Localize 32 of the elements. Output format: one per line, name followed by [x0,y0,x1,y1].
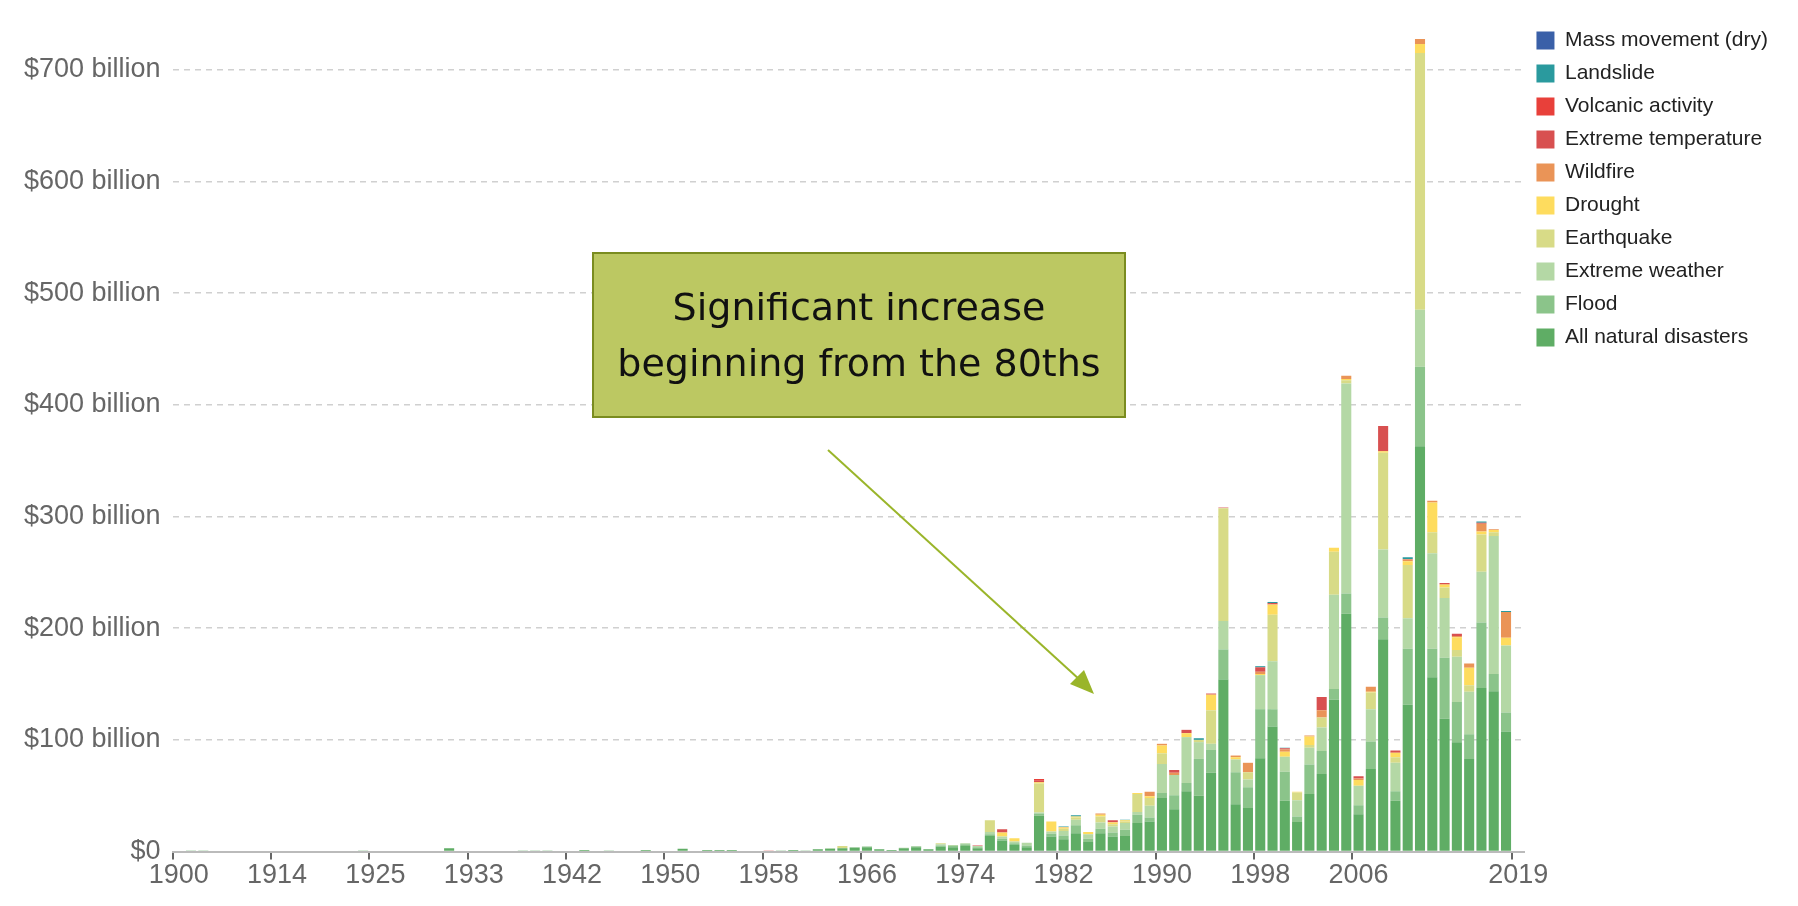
x-tick-label: 1990 [1131,859,1192,890]
x-tick-label: 1998 [1230,859,1291,890]
legend-label: All natural disasters [1564,324,1749,348]
x-tick-label: 1942 [541,859,603,890]
legend-label: Extreme weather [1564,258,1724,282]
legend-label: Volcanic activity [1564,93,1714,117]
x-tick-label: 2019 [1488,859,1549,890]
legend-label: Earthquake [1564,225,1673,249]
x-tick-label: 1966 [836,859,898,890]
y-tick-label: $400 billion [24,388,161,419]
legend-label: Extreme temperature [1564,126,1763,150]
y-tick-label: $200 billion [24,611,161,642]
legend-label: Flood [1564,291,1618,315]
y-tick-label: $600 billion [24,164,161,195]
legend-label: Landslide [1564,60,1655,84]
x-tick-label: 1933 [443,859,504,890]
y-tick-label: $300 billion [24,499,161,530]
legend-label: Mass movement (dry) [1564,27,1769,51]
x-tick-label: 1974 [935,859,996,890]
x-tick-label: 1925 [345,859,406,890]
x-tick-label: 2006 [1328,859,1389,890]
y-tick-label: $100 billion [24,723,161,754]
y-tick-label: $700 billion [24,53,161,84]
x-tick-label: 1914 [247,859,308,890]
legend-label: Wildfire [1564,159,1635,183]
x-tick-label: 1950 [640,859,701,890]
x-tick-label: 1958 [738,859,799,890]
x-tick-label: 1982 [1033,859,1094,890]
legend-label: Drought [1564,192,1640,216]
y-tick-label: $500 billion [24,276,161,307]
annotation: Significant increase beginning from the 80ths [592,252,1126,418]
x-tick-label: 1900 [148,859,209,890]
